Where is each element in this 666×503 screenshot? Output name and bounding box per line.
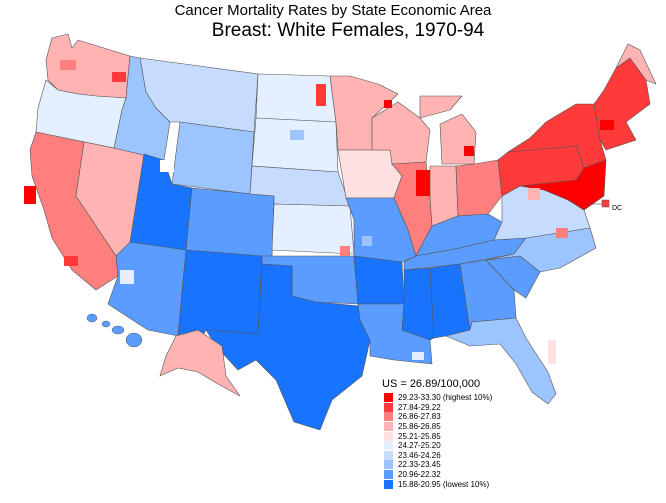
legend-item: 25.86-26.85	[384, 422, 554, 432]
legend-item: 15.88-20.95 (lowest 10%)	[384, 479, 554, 489]
legend-label: 15.88-20.95 (lowest 10%)	[398, 479, 490, 489]
legend-swatch	[384, 450, 393, 460]
region-south-dakota	[251, 117, 339, 173]
legend-swatch	[384, 422, 393, 432]
legend-swatch	[384, 479, 393, 489]
legend-label: 22.33-23.45	[398, 460, 441, 470]
legend-swatch	[384, 402, 393, 412]
region-hawaii	[86, 313, 143, 348]
legend-label: 24.27-25.20	[398, 441, 441, 451]
legend-swatch	[384, 441, 393, 451]
region-michigan	[419, 95, 477, 165]
region-wyoming	[171, 121, 255, 195]
region-arkansas	[353, 255, 405, 305]
legend-label: 27.84-29.22	[398, 402, 441, 412]
region-arizona	[107, 241, 187, 337]
legend-swatch	[384, 412, 393, 422]
legend-swatch	[384, 393, 393, 403]
dc-label: DC	[612, 205, 623, 212]
legend-item: 29.23-33.30 (highest 10%)	[384, 393, 554, 403]
region-maine	[615, 43, 657, 85]
region-new-mexico	[177, 249, 263, 341]
legend-label: 20.96-22.32	[398, 470, 441, 480]
region-mid-atlantic	[519, 159, 607, 211]
legend-label: 26.86-27.83	[398, 412, 441, 422]
region-washington	[45, 33, 131, 99]
legend-swatch	[384, 460, 393, 470]
legend-item: 26.86-27.83	[384, 412, 554, 422]
legend-label: 25.21-25.85	[398, 431, 441, 441]
legend-item: 20.96-22.32	[384, 470, 554, 480]
legend-label: 29.23-33.30 (highest 10%)	[398, 393, 493, 403]
region-ohio	[455, 159, 503, 217]
map-title: Cancer Mortality Rates by State Economic…	[174, 2, 492, 19]
legend-item: 27.84-29.22	[384, 402, 554, 413]
region-indiana	[429, 165, 459, 227]
region-colorado	[185, 187, 275, 259]
legend-heading: US = 26.89/100,000	[382, 378, 481, 390]
map-subtitle: Breast: White Females, 1970-94	[211, 20, 485, 41]
legend-swatch	[384, 470, 393, 480]
region-florida	[445, 317, 557, 405]
region-mississippi	[401, 267, 435, 341]
legend-label: 25.86-26.85	[398, 422, 441, 432]
legend-label: 23.46-24.26	[398, 450, 441, 460]
legend: US = 26.89/100,000 29.23-33.30 (highest …	[382, 378, 554, 489]
region-alaska	[159, 329, 241, 397]
legend-item: 24.27-25.20	[384, 441, 554, 451]
region-dc	[601, 199, 610, 208]
legend-item: 25.21-25.85	[384, 431, 554, 441]
legend-item: 22.33-23.45	[384, 460, 554, 470]
legend-item: 23.46-24.26	[384, 450, 554, 461]
legend-swatch	[384, 431, 393, 441]
